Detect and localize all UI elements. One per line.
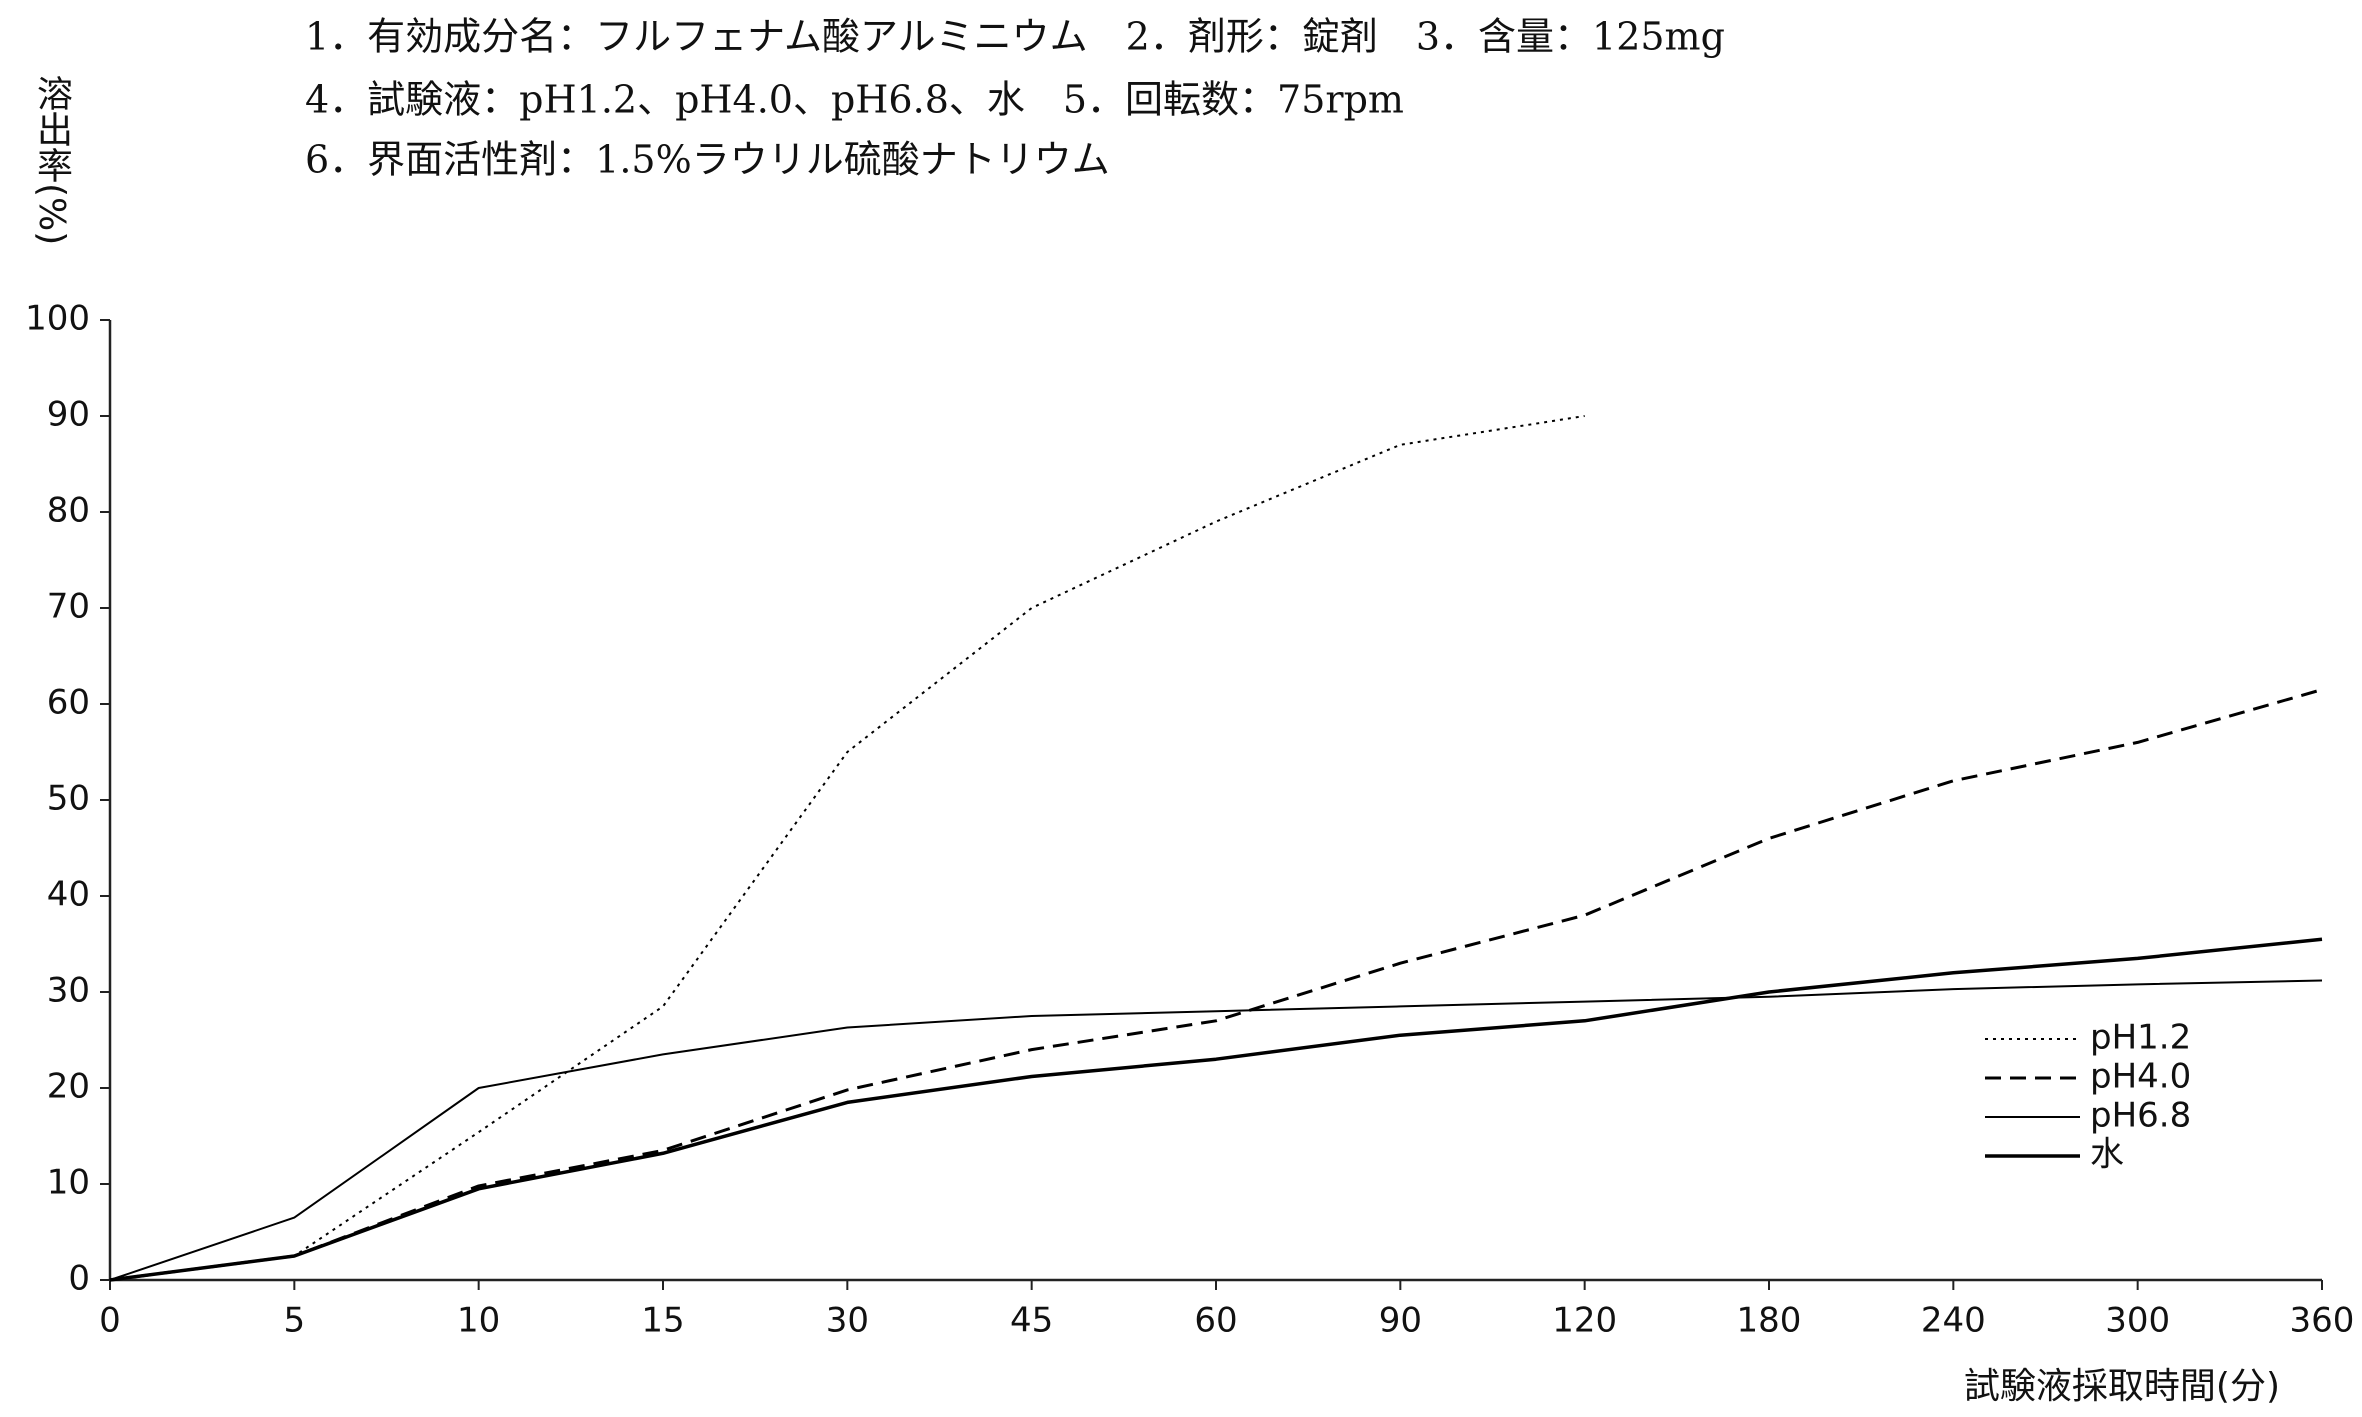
x-axis-label: 試験液採取時間(分) xyxy=(1964,1366,2280,1407)
x-tick-label: 10 xyxy=(457,1301,500,1341)
series-line xyxy=(109,979,2323,1281)
x-tick-label: 15 xyxy=(641,1301,684,1341)
legend-label: pH1.2 xyxy=(2090,1018,2191,1058)
x-tick-label: 360 xyxy=(2290,1301,2355,1341)
header-line: 6．界面活性剤：1.5%ラウリル硫酸ナトリウム xyxy=(305,138,1110,182)
x-tick-label: 5 xyxy=(284,1301,306,1341)
x-tick-label: 45 xyxy=(1010,1301,1053,1341)
y-tick-label: 10 xyxy=(47,1163,90,1203)
series-line xyxy=(109,937,2323,1282)
y-tick-label: 0 xyxy=(68,1259,90,1299)
x-tick-label: 90 xyxy=(1379,1301,1422,1341)
x-tick-label: 300 xyxy=(2105,1301,2170,1341)
y-tick-label: 20 xyxy=(47,1067,90,1107)
y-tick-label: 80 xyxy=(47,491,90,531)
legend-label: pH4.0 xyxy=(2090,1057,2191,1097)
x-tick-label: 240 xyxy=(1921,1301,1986,1341)
x-tick-label: 60 xyxy=(1194,1301,1237,1341)
x-tick-label: 120 xyxy=(1552,1301,1617,1341)
series-line xyxy=(109,688,2323,1282)
y-tick-label: 50 xyxy=(47,779,90,819)
legend-label: pH6.8 xyxy=(2090,1096,2191,1136)
y-tick-label: 40 xyxy=(47,875,90,915)
y-tick-label: 90 xyxy=(47,395,90,435)
legend-label: 水 xyxy=(2090,1135,2124,1175)
series-line xyxy=(109,415,1585,1281)
y-tick-label: 70 xyxy=(47,587,90,627)
x-tick-label: 30 xyxy=(826,1301,869,1341)
y-tick-label: 60 xyxy=(47,683,90,723)
y-axis-label: 溶出率(%) xyxy=(31,75,72,246)
header-line: 4．試験液：pH1.2、pH4.0、pH6.8、水 5．回転数：75rpm xyxy=(305,78,1404,122)
y-tick-label: 100 xyxy=(25,299,90,339)
header-line: 1．有効成分名：フルフェナム酸アルミニウム 2．剤形：錠剤 3．含量：125mg xyxy=(305,15,1725,59)
y-tick-label: 30 xyxy=(47,971,90,1011)
x-tick-label: 0 xyxy=(99,1301,121,1341)
x-tick-label: 180 xyxy=(1737,1301,1802,1341)
